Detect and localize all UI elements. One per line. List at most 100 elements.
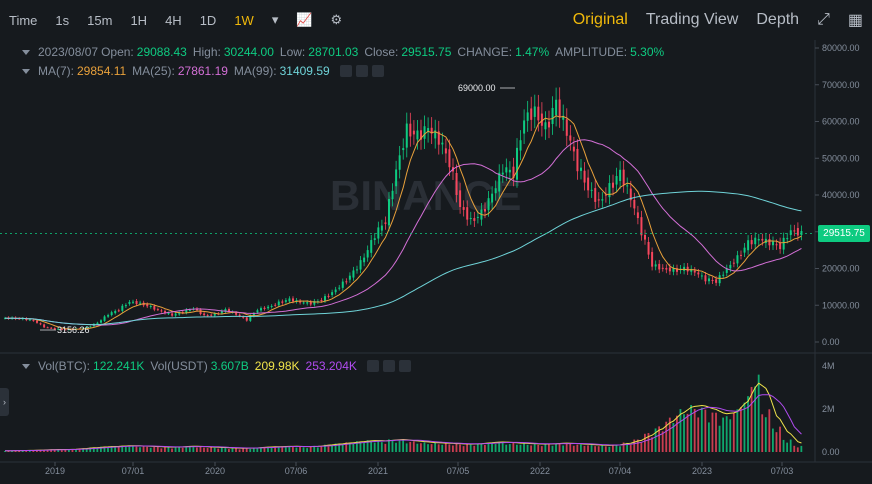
volume-bar bbox=[747, 396, 749, 452]
candle-body bbox=[121, 305, 124, 311]
candle-body bbox=[686, 266, 689, 272]
candle-body bbox=[64, 329, 67, 331]
candle-body bbox=[299, 301, 302, 303]
volume-bar bbox=[174, 446, 177, 452]
volume-bar bbox=[68, 449, 70, 452]
view-original[interactable]: Original bbox=[572, 11, 628, 28]
candle-body bbox=[60, 328, 63, 330]
volume-tick-label: 0.00 bbox=[822, 447, 840, 457]
volume-bar bbox=[476, 443, 479, 452]
candle-body bbox=[117, 310, 120, 312]
ma25-line bbox=[4, 139, 802, 326]
candle-body bbox=[36, 320, 38, 323]
more-intervals-icon[interactable]: ▾ bbox=[271, 12, 279, 27]
collapse-volume-icon[interactable] bbox=[22, 363, 30, 369]
candle-body bbox=[427, 128, 430, 133]
volume-bar bbox=[420, 443, 422, 452]
volume-bar bbox=[146, 446, 149, 452]
chart-settings-icon[interactable]: ⚙ bbox=[330, 12, 343, 27]
settings-icon[interactable] bbox=[355, 65, 368, 77]
watermark: BINANCE bbox=[330, 172, 521, 219]
candle-body bbox=[750, 240, 753, 245]
collapse-legend-icon[interactable] bbox=[22, 49, 30, 55]
volume-bar bbox=[213, 447, 216, 452]
volume-bar bbox=[402, 440, 405, 452]
interval-1d[interactable]: 1D bbox=[199, 12, 217, 28]
layout-grid-icon[interactable]: ▦ bbox=[847, 12, 863, 29]
close-icon[interactable] bbox=[398, 360, 411, 372]
ma25-label: MA(25): bbox=[132, 64, 175, 78]
collapse-ma-icon[interactable] bbox=[22, 68, 30, 74]
candle-body bbox=[562, 115, 565, 120]
candle-body bbox=[754, 237, 757, 245]
volume-bar bbox=[459, 444, 461, 452]
price-tick-label: 50000.00 bbox=[822, 153, 860, 163]
candle-body bbox=[466, 207, 469, 220]
candle-body bbox=[110, 312, 113, 316]
eye-icon[interactable] bbox=[366, 360, 379, 372]
view-depth[interactable]: Depth bbox=[756, 11, 800, 28]
view-trading-view[interactable]: Trading View bbox=[645, 11, 739, 28]
volume-bar bbox=[722, 417, 725, 452]
candle-body bbox=[558, 99, 561, 117]
volume-bar bbox=[206, 448, 209, 452]
candle-body bbox=[185, 309, 188, 313]
volume-bar bbox=[324, 444, 326, 452]
indicator-icon[interactable]: 📈 bbox=[296, 12, 313, 27]
candle-body bbox=[391, 190, 394, 200]
interval-4h[interactable]: 4H bbox=[165, 12, 182, 28]
ma7-line bbox=[4, 115, 802, 330]
volume-tick-label: 4M bbox=[822, 361, 835, 371]
candle-body bbox=[32, 320, 35, 322]
volume-bar bbox=[199, 446, 202, 452]
interval-time[interactable]: Time bbox=[9, 12, 38, 28]
low-value: 28701.03 bbox=[308, 45, 359, 59]
interval-1h[interactable]: 1H bbox=[130, 12, 148, 28]
candle-body bbox=[359, 260, 362, 270]
candle-body bbox=[132, 301, 134, 303]
candle-body bbox=[448, 149, 451, 168]
volume-bar bbox=[558, 443, 561, 452]
candle-body bbox=[732, 262, 735, 264]
volume-bar bbox=[384, 443, 387, 452]
volume-bar bbox=[359, 442, 362, 452]
volume-bar bbox=[153, 446, 156, 452]
volume-bar bbox=[583, 445, 586, 452]
volume-bar bbox=[139, 447, 141, 452]
interval-1w[interactable]: 1W bbox=[234, 12, 254, 28]
close-icon[interactable] bbox=[371, 65, 384, 77]
volume-bar bbox=[96, 447, 99, 452]
interval-1s[interactable]: 1s bbox=[55, 12, 70, 28]
volume-bar bbox=[107, 447, 109, 452]
settings-icon[interactable] bbox=[382, 360, 395, 372]
candle-body bbox=[149, 306, 152, 308]
volume-bar bbox=[167, 447, 170, 452]
volume-bar bbox=[338, 445, 341, 452]
volume-bar bbox=[32, 450, 35, 452]
candle-body bbox=[256, 310, 259, 313]
eye-icon[interactable] bbox=[339, 65, 352, 77]
volume-bar bbox=[18, 450, 21, 452]
volume-bar bbox=[327, 446, 330, 452]
candle-body bbox=[548, 121, 550, 128]
price-tick-label: 80000.00 bbox=[822, 43, 860, 53]
fullscreen-icon[interactable]: ⤢ bbox=[817, 11, 830, 28]
volume-bar bbox=[672, 423, 675, 452]
candle-body bbox=[181, 312, 184, 314]
volume-bar bbox=[11, 450, 13, 452]
candle-body bbox=[501, 172, 504, 175]
candle-body bbox=[324, 296, 326, 301]
low-annotation: 3156.26 bbox=[57, 325, 90, 335]
volume-bar bbox=[740, 407, 742, 452]
volume-bar bbox=[132, 445, 134, 452]
candle-body bbox=[160, 310, 163, 312]
expand-panel-button[interactable]: › bbox=[0, 388, 9, 416]
volume-bar bbox=[473, 445, 476, 452]
interval-15m[interactable]: 15m bbox=[87, 12, 113, 28]
volume-bar bbox=[316, 447, 319, 452]
candle-body bbox=[345, 281, 348, 283]
volume-bar bbox=[462, 446, 465, 452]
volume-bar bbox=[622, 442, 625, 452]
volume-bar bbox=[491, 442, 493, 452]
